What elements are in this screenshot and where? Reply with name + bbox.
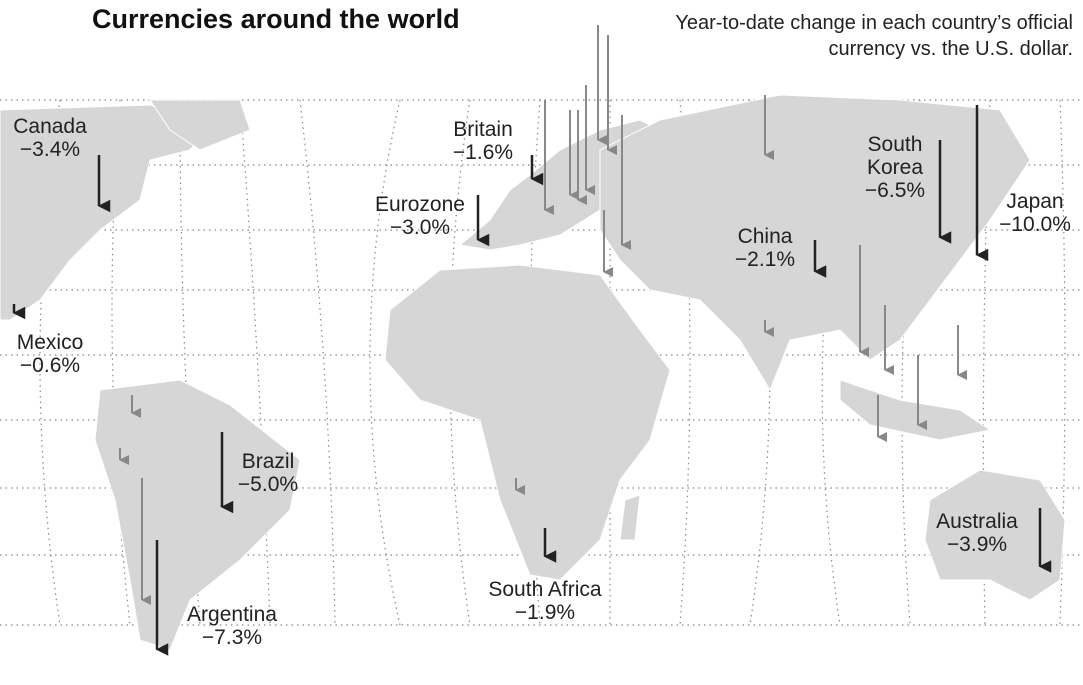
indonesia <box>839 379 992 441</box>
africa <box>384 264 671 581</box>
south-america <box>94 379 301 651</box>
change-label: −1.9% <box>514 601 576 624</box>
country-name: Brazil <box>241 450 295 473</box>
madagascar <box>619 494 641 541</box>
change-label: −3.0% <box>389 216 451 239</box>
country-arrows <box>12 105 1052 656</box>
country-name: Canada <box>13 115 87 138</box>
country-label: Britain −1.6% <box>433 118 533 164</box>
title: Currencies around the world <box>92 4 460 34</box>
change-label: −5.0% <box>237 473 299 496</box>
country-name: Britain <box>453 118 513 141</box>
country-label: Japan −10.0% <box>985 190 1083 236</box>
unlabeled-arrows <box>119 25 967 605</box>
country-name: Australia <box>936 510 1018 533</box>
country-label: Argentina −7.3% <box>167 603 297 649</box>
change-label: −3.9% <box>946 533 1008 556</box>
change-label: −2.1% <box>734 248 796 271</box>
change-label: −7.3% <box>201 626 263 649</box>
country-label: Canada −3.4% <box>0 115 105 161</box>
change-label: −1.6% <box>452 141 514 164</box>
greenland <box>149 99 251 151</box>
country-label: South Africa −1.9% <box>460 578 630 624</box>
australia <box>924 469 1066 601</box>
country-name: China <box>737 225 793 248</box>
change-label: −10.0% <box>999 213 1071 236</box>
country-label: Mexico −0.6% <box>0 331 105 377</box>
country-name: Mexico <box>16 331 84 354</box>
change-label: −3.4% <box>19 138 81 161</box>
country-label: Eurozone −3.0% <box>355 193 485 239</box>
country-label: Australia −3.9% <box>917 510 1037 556</box>
subtitle: Year-to-date change in each country’s of… <box>675 12 1073 60</box>
change-label: −0.6% <box>19 354 81 377</box>
country-label: China −2.1% <box>715 225 815 271</box>
country-name: South Africa <box>488 578 602 601</box>
change-label: −6.5% <box>864 179 926 202</box>
country-name: Japan <box>1006 190 1064 213</box>
country-label: South Korea −6.5% <box>850 133 940 202</box>
country-name: Argentina <box>187 603 277 626</box>
country-name: Eurozone <box>375 193 465 216</box>
country-name: South Korea <box>866 133 924 179</box>
country-label: Brazil −5.0% <box>218 450 318 496</box>
